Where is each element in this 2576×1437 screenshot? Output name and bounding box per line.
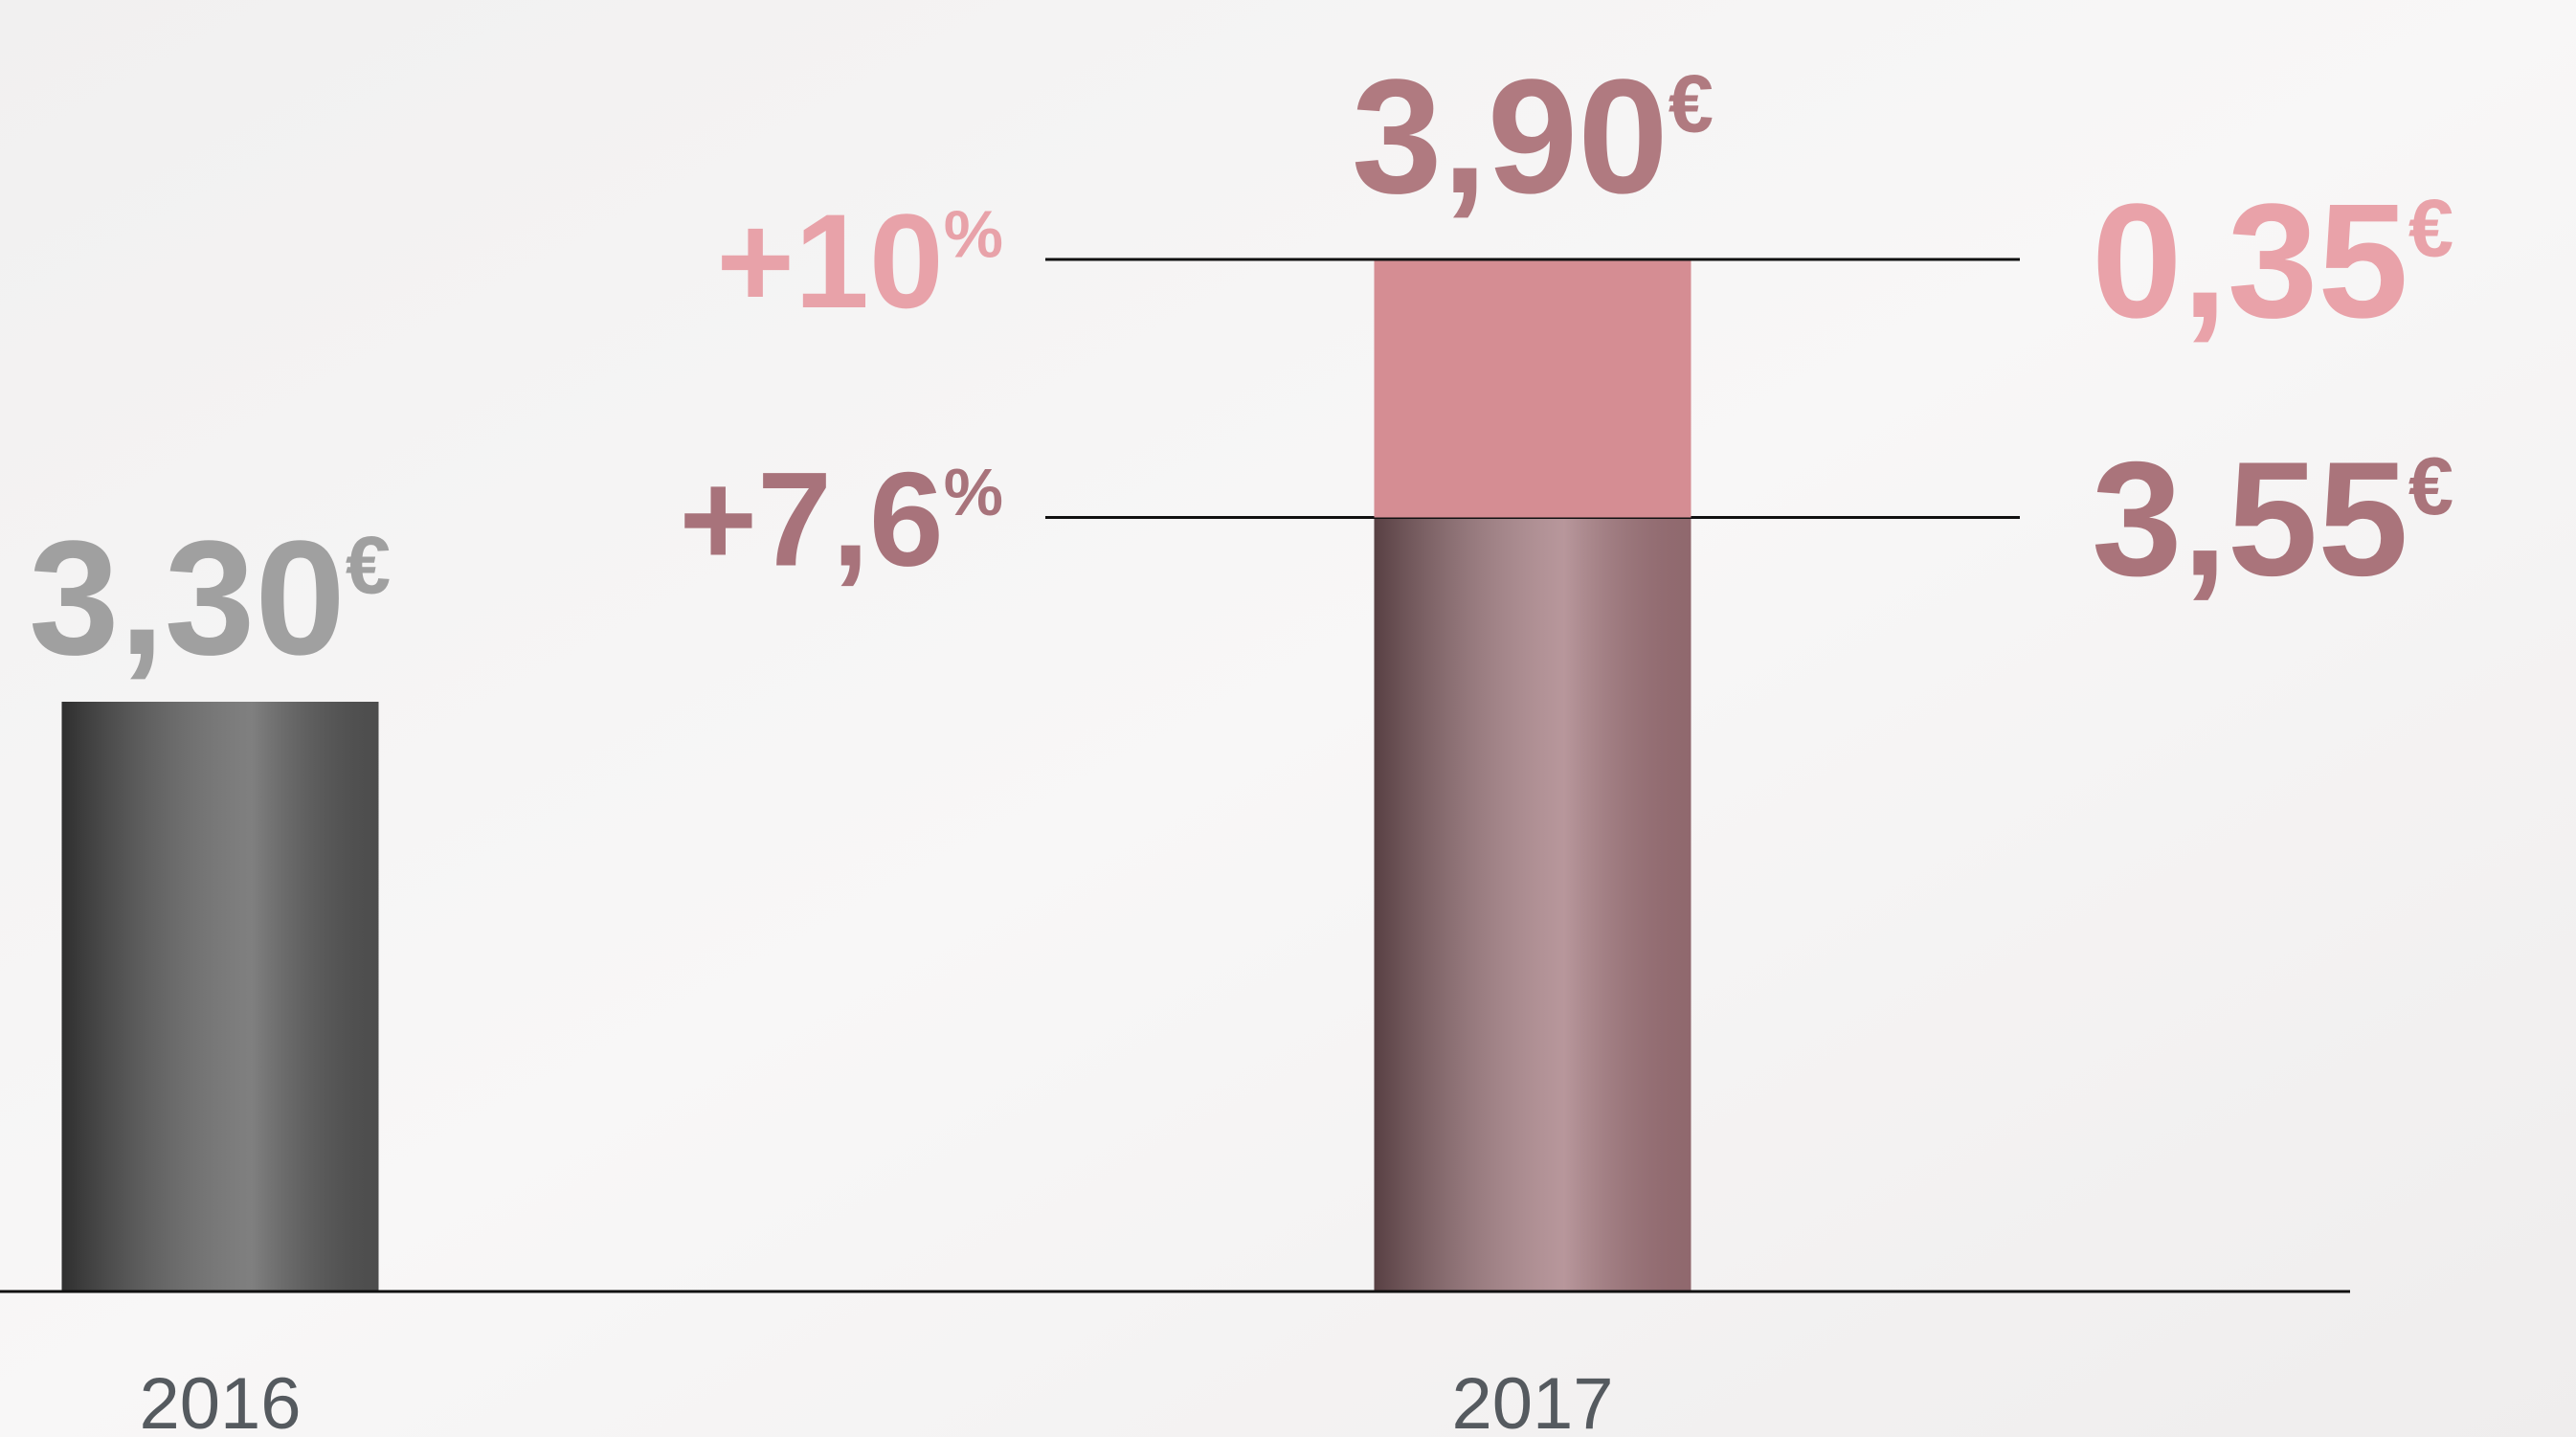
bar-segment (1374, 259, 1691, 518)
change-label: +10% (716, 186, 1003, 336)
value-label: 3,55€ (2092, 429, 2453, 611)
value-label: 0,35€ (2092, 170, 2453, 352)
x-tick-label: 2016 (139, 1363, 301, 1437)
change-label: +7,6% (679, 444, 1003, 595)
value-label: 3,30€ (29, 507, 391, 689)
shading (61, 702, 379, 1291)
x-tick-label: 2017 (1451, 1363, 1613, 1437)
shading (1374, 517, 1691, 1291)
plot: 3,30€ 2016 3,55€ +7,6% 0,35€ +10% 2017 3,90€ (0, 46, 2453, 1437)
total-label: 3,90€ (1352, 46, 1714, 228)
